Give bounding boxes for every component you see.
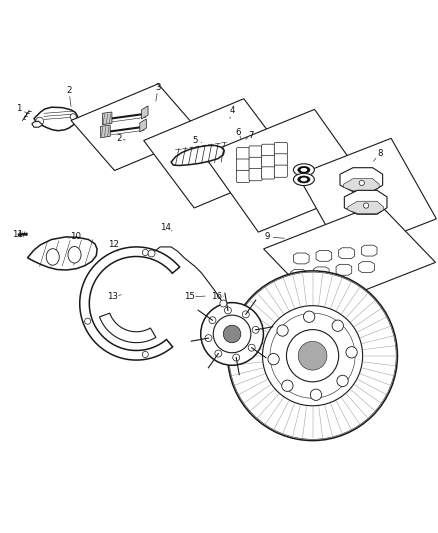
Text: 6: 6	[236, 128, 241, 137]
Polygon shape	[80, 247, 180, 360]
Ellipse shape	[300, 168, 307, 172]
Circle shape	[270, 313, 355, 398]
Circle shape	[215, 350, 222, 357]
FancyBboxPatch shape	[249, 157, 262, 169]
Polygon shape	[204, 109, 369, 232]
Polygon shape	[314, 267, 329, 278]
FancyBboxPatch shape	[237, 148, 250, 160]
Circle shape	[346, 346, 357, 358]
Ellipse shape	[68, 246, 81, 263]
Ellipse shape	[300, 177, 307, 181]
Polygon shape	[264, 204, 435, 308]
Text: 15: 15	[184, 293, 195, 302]
Circle shape	[262, 305, 363, 406]
Circle shape	[142, 249, 148, 255]
Circle shape	[298, 341, 327, 370]
FancyBboxPatch shape	[261, 167, 275, 179]
Circle shape	[242, 311, 249, 318]
Circle shape	[304, 311, 315, 322]
Circle shape	[364, 203, 369, 208]
FancyBboxPatch shape	[237, 159, 250, 171]
Polygon shape	[141, 106, 148, 119]
Ellipse shape	[298, 166, 310, 173]
Text: 10: 10	[70, 231, 81, 240]
Circle shape	[311, 389, 321, 400]
Polygon shape	[291, 270, 307, 280]
Polygon shape	[316, 251, 332, 261]
Polygon shape	[34, 107, 78, 131]
Circle shape	[229, 272, 396, 439]
Circle shape	[268, 353, 279, 365]
Text: 2: 2	[66, 86, 71, 95]
Polygon shape	[102, 112, 112, 125]
FancyBboxPatch shape	[274, 154, 287, 166]
Polygon shape	[71, 84, 201, 171]
Circle shape	[209, 317, 216, 324]
FancyBboxPatch shape	[274, 165, 287, 177]
Polygon shape	[348, 201, 384, 213]
Circle shape	[70, 114, 76, 120]
Circle shape	[142, 351, 148, 358]
Circle shape	[224, 307, 231, 314]
Polygon shape	[339, 248, 354, 259]
Ellipse shape	[46, 249, 59, 265]
Text: 8: 8	[377, 149, 383, 158]
Polygon shape	[144, 99, 294, 208]
Polygon shape	[293, 253, 309, 264]
FancyBboxPatch shape	[249, 168, 262, 181]
Text: 14: 14	[160, 223, 171, 232]
FancyBboxPatch shape	[274, 142, 287, 155]
Text: 1: 1	[16, 104, 21, 114]
Text: 4: 4	[230, 106, 235, 115]
Polygon shape	[171, 146, 224, 166]
Ellipse shape	[293, 173, 314, 185]
Polygon shape	[28, 237, 97, 270]
Text: 7: 7	[248, 131, 254, 140]
Circle shape	[337, 375, 348, 386]
FancyBboxPatch shape	[261, 156, 275, 168]
Text: 3: 3	[155, 83, 161, 92]
FancyBboxPatch shape	[237, 171, 250, 182]
Circle shape	[220, 300, 227, 307]
Polygon shape	[140, 119, 146, 132]
Polygon shape	[361, 245, 377, 256]
Text: 13: 13	[107, 293, 118, 302]
Polygon shape	[297, 139, 436, 255]
Circle shape	[248, 344, 255, 351]
Circle shape	[36, 117, 44, 125]
Circle shape	[205, 335, 212, 342]
Polygon shape	[340, 168, 383, 192]
Circle shape	[228, 271, 397, 441]
Circle shape	[85, 318, 91, 324]
Text: 11: 11	[12, 230, 23, 239]
Polygon shape	[359, 262, 374, 272]
Ellipse shape	[298, 176, 310, 183]
Circle shape	[223, 325, 241, 343]
Text: 5: 5	[192, 136, 198, 145]
Text: 12: 12	[108, 240, 119, 249]
Polygon shape	[336, 264, 352, 275]
FancyBboxPatch shape	[249, 146, 262, 158]
Polygon shape	[343, 179, 379, 191]
FancyBboxPatch shape	[261, 144, 275, 156]
Polygon shape	[101, 125, 110, 138]
Polygon shape	[99, 313, 156, 343]
Text: 2: 2	[116, 134, 122, 143]
Text: 16: 16	[211, 293, 223, 302]
Circle shape	[148, 250, 155, 257]
Text: 17: 17	[288, 293, 299, 302]
Circle shape	[359, 180, 364, 185]
Ellipse shape	[293, 164, 314, 176]
Circle shape	[286, 329, 339, 382]
Polygon shape	[32, 121, 43, 127]
Text: 9: 9	[264, 232, 269, 241]
Circle shape	[282, 380, 293, 391]
Circle shape	[332, 320, 343, 332]
Circle shape	[213, 315, 251, 353]
Circle shape	[201, 303, 263, 365]
Circle shape	[233, 354, 240, 361]
Circle shape	[277, 325, 288, 336]
Polygon shape	[344, 190, 387, 214]
Circle shape	[252, 326, 259, 333]
